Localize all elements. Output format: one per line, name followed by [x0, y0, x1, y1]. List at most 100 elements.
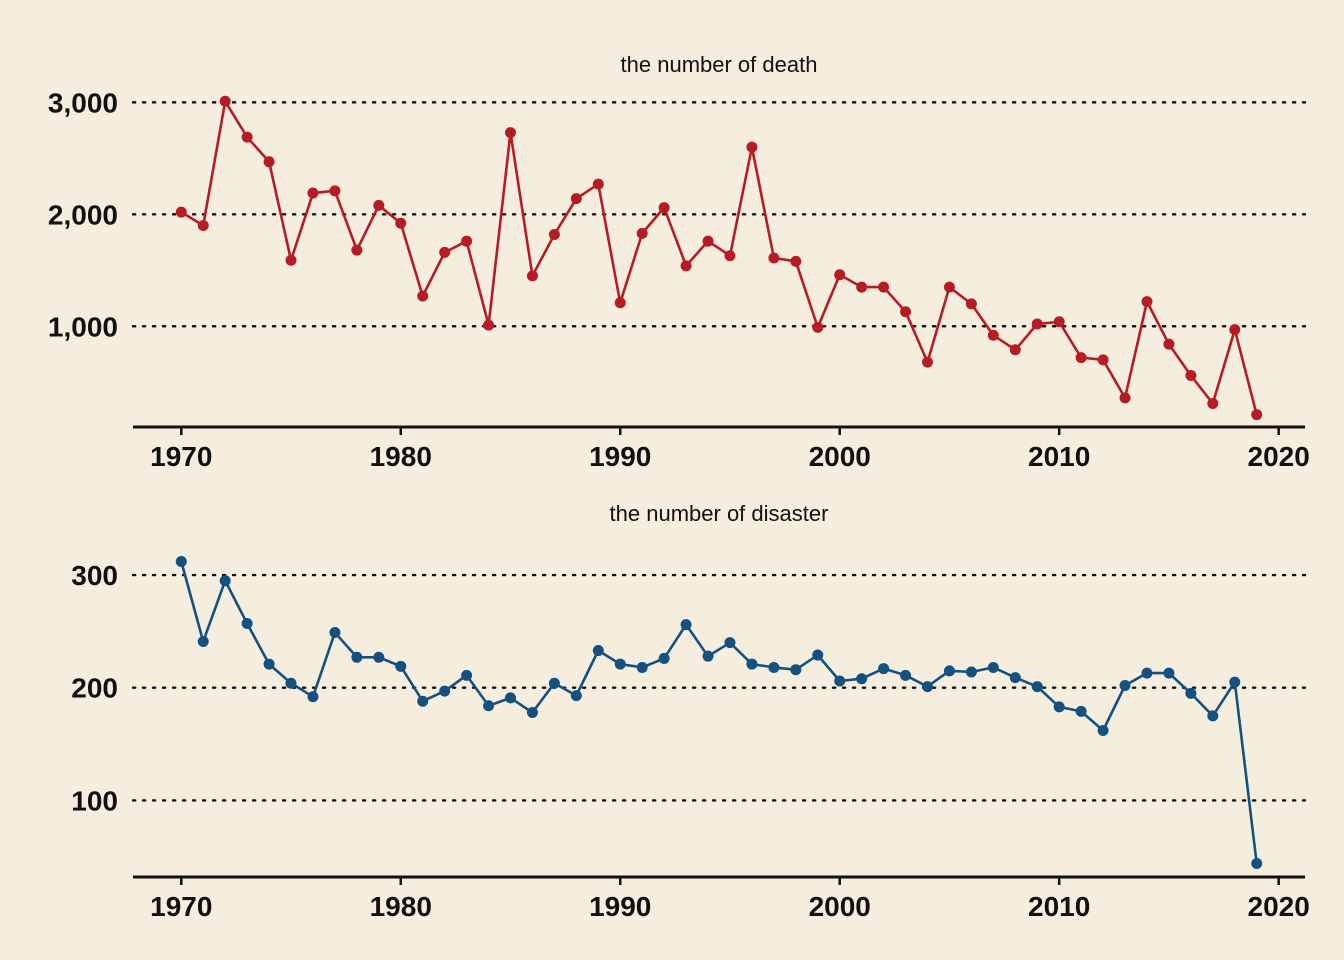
death-point: [834, 269, 846, 281]
disaster-point: [1031, 681, 1043, 693]
disaster-y-tick-labels: 100 200 300: [71, 560, 118, 816]
disaster-point: [526, 707, 538, 719]
disaster-point: [570, 690, 582, 702]
disaster-y-tick-label: 200: [71, 673, 118, 704]
disaster-point: [285, 677, 297, 689]
death-point: [548, 228, 560, 240]
disaster-y-tick-label: 300: [71, 560, 118, 591]
death-y-tick-label: 2,000: [48, 199, 118, 230]
disaster-chart: the number of disaster 100 200 300 1970 198…: [71, 501, 1310, 922]
death-point: [241, 131, 253, 143]
death-point: [878, 281, 890, 293]
disaster-point: [504, 692, 516, 704]
disaster-point: [483, 700, 495, 712]
disaster-point: [1251, 857, 1263, 869]
death-x-tick-label: 2010: [1028, 441, 1090, 472]
disaster-point: [329, 627, 341, 639]
disaster-point: [658, 652, 670, 664]
death-x-tick-label: 1970: [150, 441, 212, 472]
death-point: [1009, 344, 1021, 356]
disaster-point: [1119, 679, 1131, 691]
disaster-point: [922, 681, 934, 693]
disaster-point: [878, 663, 890, 675]
disaster-point: [263, 658, 275, 670]
death-point: [329, 185, 341, 197]
disaster-point: [548, 677, 560, 689]
death-gridlines: [131, 101, 1307, 328]
death-point: [900, 306, 912, 318]
disaster-x-tick-label: 2000: [809, 891, 871, 922]
death-point: [307, 187, 319, 199]
death-y-tick-label: 1,000: [48, 311, 118, 342]
death-point: [395, 217, 407, 229]
disaster-point: [680, 619, 692, 631]
disaster-point: [702, 650, 714, 662]
disaster-point: [1207, 710, 1219, 722]
disaster-point: [373, 651, 385, 663]
disaster-line: [180, 561, 1258, 864]
death-point: [1031, 318, 1043, 330]
disaster-point: [1141, 667, 1153, 679]
death-point: [263, 156, 275, 168]
disaster-point: [439, 685, 451, 697]
death-x-tick-label: 1990: [589, 441, 651, 472]
death-point: [702, 235, 714, 247]
death-point: [504, 127, 516, 139]
death-point: [636, 227, 648, 239]
death-series: [175, 95, 1263, 421]
death-point: [965, 298, 977, 310]
death-point: [768, 252, 780, 264]
disaster-point: [1097, 725, 1109, 737]
death-point: [175, 206, 187, 218]
disaster-point: [1009, 672, 1021, 684]
death-chart-title: the number of death: [621, 52, 818, 77]
disaster-point: [812, 649, 824, 661]
death-point: [746, 141, 758, 153]
death-point: [680, 260, 692, 272]
disaster-x-tick-label: 1990: [589, 891, 651, 922]
disaster-point: [351, 651, 363, 663]
disaster-point: [592, 645, 604, 657]
death-point: [461, 235, 473, 247]
disaster-point: [856, 673, 868, 685]
disaster-x-ticks: 1970 1980 1990 2000 2010 2020: [150, 877, 1310, 922]
disaster-x-tick-label: 1970: [150, 891, 212, 922]
disaster-point: [197, 636, 209, 648]
disaster-chart-title: the number of disaster: [610, 501, 829, 526]
death-chart: the number of death 1,000 2,000 3,000 1970…: [48, 52, 1310, 472]
death-point: [1097, 354, 1109, 366]
disaster-x-tick-label: 2020: [1248, 891, 1310, 922]
death-x-tick-label: 2020: [1248, 441, 1310, 472]
disaster-point: [241, 618, 253, 630]
disaster-point: [790, 664, 802, 676]
death-point: [790, 255, 802, 267]
death-point: [922, 356, 934, 368]
death-point: [1053, 316, 1065, 328]
death-point: [285, 254, 297, 266]
death-point: [439, 246, 451, 258]
disaster-point: [1053, 701, 1065, 713]
death-line: [180, 100, 1258, 416]
disaster-point: [834, 675, 846, 687]
disaster-point: [175, 556, 187, 568]
disaster-series: [175, 556, 1263, 869]
death-point: [614, 297, 626, 309]
disaster-point: [461, 669, 473, 681]
death-point: [943, 281, 955, 293]
death-point: [197, 220, 209, 232]
death-point: [351, 244, 363, 256]
disaster-point: [1075, 705, 1087, 717]
death-point: [570, 193, 582, 205]
disaster-point: [987, 661, 999, 673]
death-y-tick-labels: 1,000 2,000 3,000: [48, 87, 118, 342]
death-x-tick-label: 1980: [370, 441, 432, 472]
death-point: [373, 199, 385, 211]
disaster-point: [768, 661, 780, 673]
death-point: [592, 178, 604, 190]
disaster-point: [1163, 667, 1175, 679]
disaster-point: [724, 637, 736, 649]
death-y-tick-label: 3,000: [48, 87, 118, 118]
disaster-point: [900, 669, 912, 681]
disaster-x-tick-label: 2010: [1028, 891, 1090, 922]
